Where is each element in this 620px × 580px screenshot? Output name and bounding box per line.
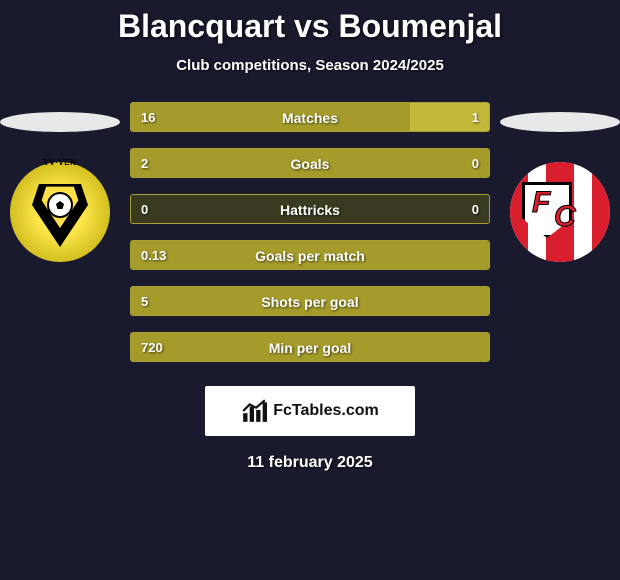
page-title: Blancquart vs Boumenjal	[0, 8, 620, 45]
left-team-logo: VV·VEN	[10, 162, 110, 262]
stats-table: 16Matches12Goals00Hattricks00.13Goals pe…	[130, 102, 490, 362]
brand-text: FcTables.com	[273, 402, 379, 420]
stat-row: 0Hattricks0	[130, 194, 490, 224]
brand-badge[interactable]: FcTables.com	[205, 386, 415, 436]
stat-label: Min per goal	[131, 333, 489, 362]
chart-icon	[241, 398, 267, 424]
badge-shadow	[500, 112, 620, 132]
left-team-code: VV·VEN	[44, 158, 77, 167]
stat-row: 16Matches1	[130, 102, 490, 132]
stat-label: Hattricks	[131, 195, 489, 224]
stat-label: Matches	[131, 103, 489, 132]
stat-row: 0.13Goals per match	[130, 240, 490, 270]
comparison-area: VV·VEN F C 16Matches12Goals00Hattricks00…	[0, 102, 620, 472]
stat-label: Goals	[131, 149, 489, 178]
right-team-badge: F C	[500, 102, 620, 262]
left-team-badge: VV·VEN	[0, 102, 120, 262]
subtitle: Club competitions, Season 2024/2025	[0, 57, 620, 74]
right-team-logo: F C	[510, 162, 610, 262]
stat-value-right: 0	[472, 149, 479, 178]
date-text: 11 february 2025	[0, 454, 620, 472]
badge-shadow	[0, 112, 120, 132]
stat-row: 2Goals0	[130, 148, 490, 178]
logo-letter-c: C	[554, 200, 576, 234]
stat-value-right: 0	[472, 195, 479, 224]
stat-row: 5Shots per goal	[130, 286, 490, 316]
logo-letter-f: F	[532, 186, 550, 220]
stat-label: Shots per goal	[131, 287, 489, 316]
stat-label: Goals per match	[131, 241, 489, 270]
stat-value-right: 1	[472, 103, 479, 132]
ball-icon	[47, 192, 73, 218]
stat-row: 720Min per goal	[130, 332, 490, 362]
